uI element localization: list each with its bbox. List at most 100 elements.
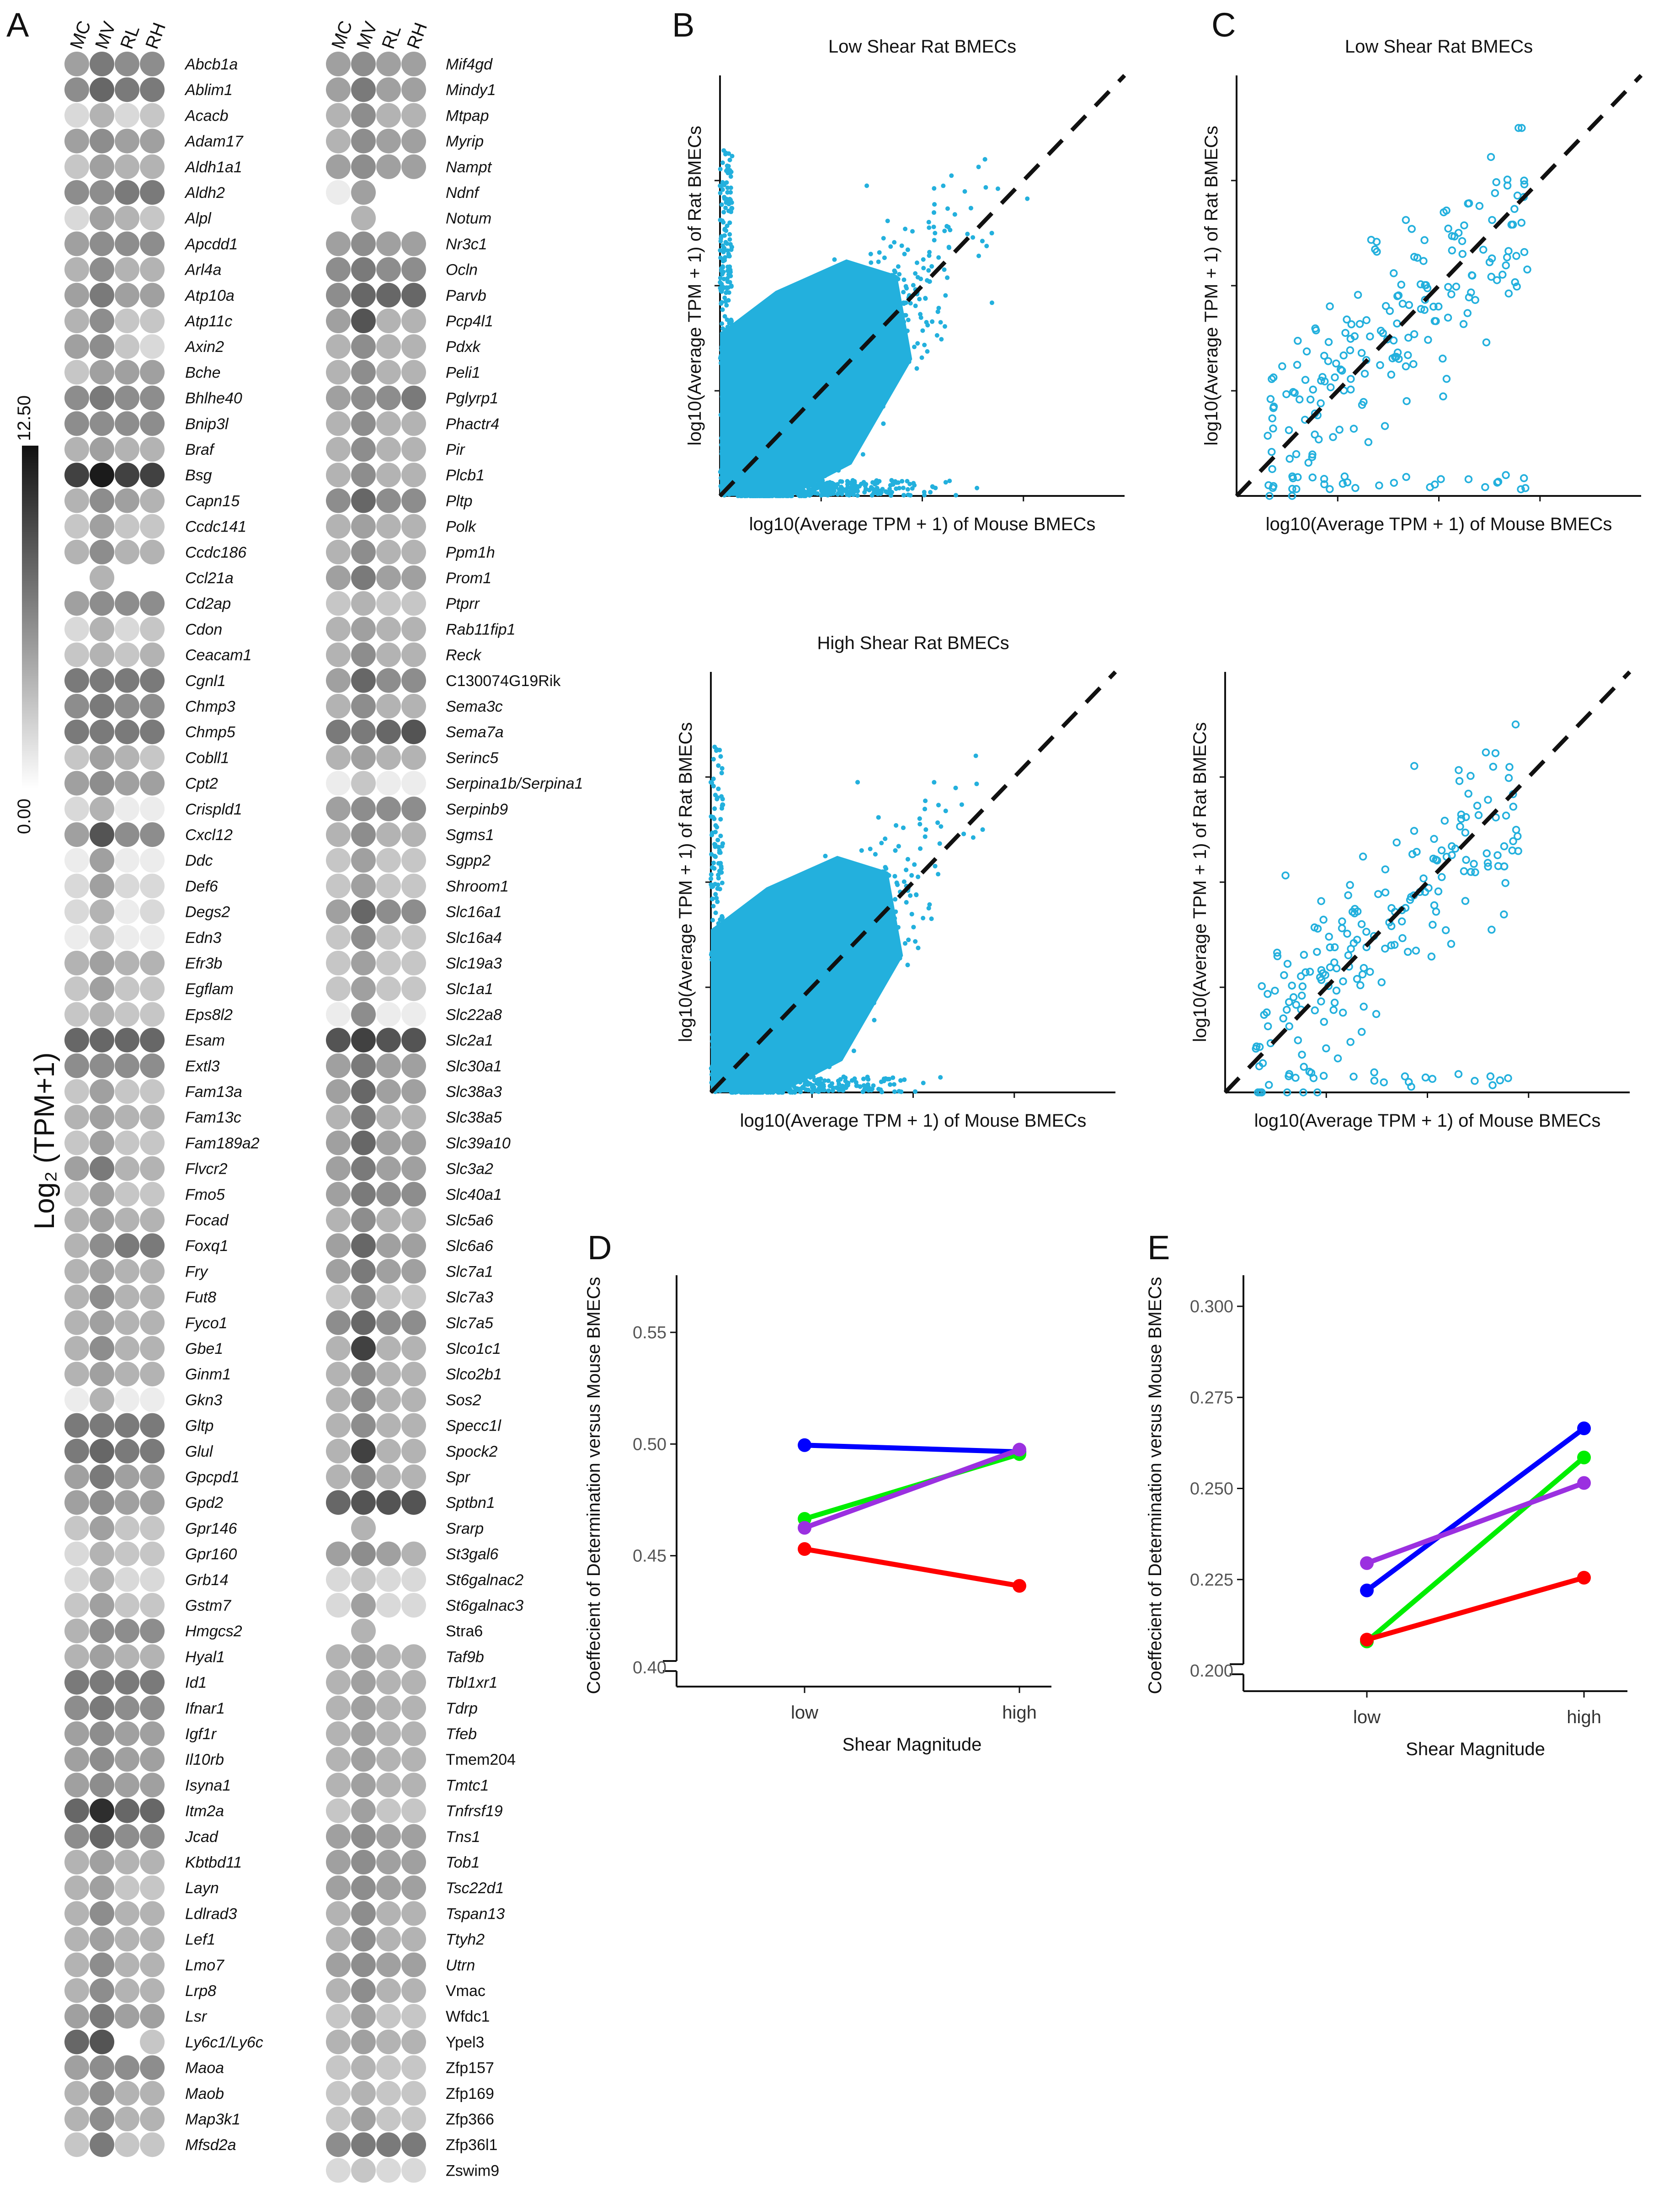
heatmap-cell xyxy=(90,103,114,128)
heatmap-cell xyxy=(140,77,165,102)
scatter-point xyxy=(953,493,958,498)
scatter-point xyxy=(1318,373,1327,381)
heatmap-cell xyxy=(401,1233,426,1258)
gene-label: Notum xyxy=(446,210,491,227)
scatter-point xyxy=(718,280,723,285)
heatmap-cell xyxy=(140,1079,165,1104)
heatmap-cell xyxy=(376,1516,401,1541)
scatter-point xyxy=(1381,302,1390,310)
heatmap-cell xyxy=(401,488,426,513)
heatmap-cell xyxy=(326,899,351,924)
scatter-point xyxy=(901,485,906,490)
gene-label: Bche xyxy=(185,364,221,381)
colorbar-axis-label: Log₂ (TPM+1) xyxy=(29,1052,60,1230)
gene-label: Taf9b xyxy=(446,1648,484,1666)
heatmap-cell xyxy=(376,591,401,616)
scatter-point xyxy=(1346,335,1355,343)
scatter-point xyxy=(1387,370,1396,379)
scatter-point xyxy=(907,481,912,486)
gene-label: Tdrp xyxy=(446,1700,478,1717)
scatter-point xyxy=(1269,373,1278,382)
heatmap-cell xyxy=(140,951,165,975)
scatter-point xyxy=(971,835,976,840)
heatmap-cell xyxy=(115,437,139,462)
heatmap-cell xyxy=(351,206,376,231)
scatter-point xyxy=(1517,485,1525,494)
heatmap-cell xyxy=(326,2004,351,2029)
gene-label: Crispld1 xyxy=(185,801,242,818)
scatter-point xyxy=(1295,395,1304,404)
gene-label: Pcp4l1 xyxy=(446,313,493,330)
heatmap-cell xyxy=(326,2158,351,2183)
heatmap-cell xyxy=(401,925,426,950)
scatter-point xyxy=(1326,302,1334,310)
scatter-point xyxy=(1386,307,1394,315)
gene-label: Layn xyxy=(185,1879,219,1897)
heatmap-cell xyxy=(140,180,165,205)
scatter-point xyxy=(729,317,734,322)
heatmap-cell xyxy=(376,1721,401,1746)
heatmap-cell xyxy=(90,1259,114,1284)
heatmap-cell xyxy=(64,1670,89,1695)
heatmap-cell xyxy=(140,976,165,1001)
gene-label: Serpina1b/Serpina1 xyxy=(446,775,583,793)
gene-label: Kbtbd11 xyxy=(185,1854,242,1871)
heatmap-cell xyxy=(90,2004,114,2029)
heatmap-cell xyxy=(115,1336,139,1361)
heatmap-cell xyxy=(64,1875,89,1901)
heatmap-cell xyxy=(376,899,401,924)
heatmap-cell xyxy=(140,1284,165,1310)
scatter-point xyxy=(888,483,893,488)
heatmap-cell xyxy=(115,206,139,231)
heatmap-cell xyxy=(351,1798,376,1823)
heatmap-cell xyxy=(115,1233,139,1258)
heatmap-cell xyxy=(351,1618,376,1644)
gene-label: Spr xyxy=(446,1469,471,1486)
scatter-point xyxy=(1459,320,1468,328)
scatter-point xyxy=(725,286,730,291)
heatmap-cell xyxy=(401,1798,426,1823)
heatmap-cell xyxy=(64,1284,89,1310)
heatmap-cell xyxy=(326,1901,351,1926)
heatmap-cell xyxy=(140,1413,165,1438)
scatter-point xyxy=(1288,472,1296,481)
scatter-point xyxy=(912,345,917,350)
scatter-point xyxy=(1320,351,1328,360)
scatter-point xyxy=(1349,425,1358,433)
heatmap-cell xyxy=(376,1567,401,1592)
scatter-point xyxy=(1264,481,1273,490)
heatmap-cell xyxy=(351,873,376,899)
heatmap-cell xyxy=(140,694,165,719)
gene-label: Pltp xyxy=(446,492,473,510)
heatmap-cell xyxy=(326,1387,351,1412)
heatmap-cell xyxy=(90,976,114,1001)
scatter-point xyxy=(718,218,723,223)
heatmap-cell xyxy=(140,128,165,154)
scatter-point xyxy=(1421,296,1429,304)
heatmap-cell xyxy=(140,1952,165,1977)
y-axis-label: log10(Average TPM + 1) of Rat BMECs xyxy=(1201,126,1221,446)
scatter-point xyxy=(973,753,978,758)
scatter-point xyxy=(1429,303,1438,311)
scatter-point xyxy=(1444,224,1452,233)
heatmap-cell xyxy=(326,1773,351,1798)
heatmap-cell xyxy=(401,539,426,564)
scatter-point xyxy=(725,185,730,190)
heatmap-cell xyxy=(351,360,376,385)
scatter-point xyxy=(835,482,840,487)
heatmap-cell xyxy=(351,591,376,616)
scatter-point xyxy=(914,366,919,371)
panel-letter-a: A xyxy=(6,6,29,44)
scatter-point xyxy=(1389,269,1398,277)
heatmap-cell xyxy=(401,2158,426,2183)
gene-label: Eps8l2 xyxy=(185,1006,233,1023)
scatter-points xyxy=(709,745,985,1095)
heatmap-cell xyxy=(376,873,401,899)
heatmap-cell xyxy=(64,1336,89,1361)
heatmap-cell xyxy=(90,1901,114,1926)
heatmap-cell xyxy=(115,1747,139,1772)
heatmap-cell xyxy=(351,745,376,770)
scatter-point xyxy=(1398,299,1407,308)
heatmap-cell xyxy=(115,1387,139,1412)
heatmap-cell xyxy=(351,1952,376,1977)
